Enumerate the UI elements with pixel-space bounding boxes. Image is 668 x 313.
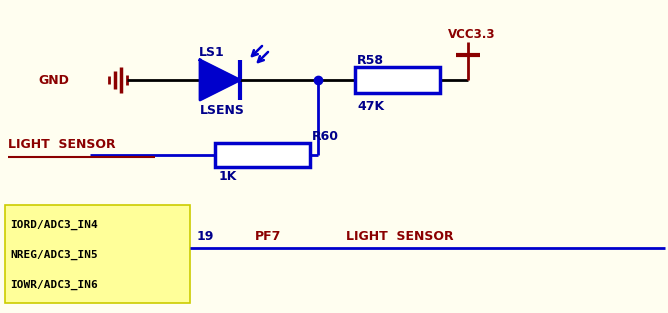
- Text: IOWR/ADC3_IN6: IOWR/ADC3_IN6: [10, 280, 98, 290]
- Text: NREG/ADC3_IN5: NREG/ADC3_IN5: [10, 250, 98, 260]
- Text: 19: 19: [196, 229, 214, 243]
- Text: LS1: LS1: [199, 45, 225, 59]
- Bar: [5, 205, 190, 303]
- Bar: [355, 67, 440, 93]
- Text: R60: R60: [312, 131, 339, 143]
- Text: LIGHT  SENSOR: LIGHT SENSOR: [8, 138, 116, 151]
- Text: LIGHT  SENSOR: LIGHT SENSOR: [346, 229, 454, 243]
- Text: IORD/ADC3_IN4: IORD/ADC3_IN4: [10, 220, 98, 230]
- Text: 1K: 1K: [219, 171, 237, 183]
- Text: 47K: 47K: [357, 100, 384, 114]
- Text: VCC3.3: VCC3.3: [448, 28, 496, 42]
- Polygon shape: [200, 60, 240, 100]
- Text: PF7: PF7: [255, 229, 281, 243]
- Text: R58: R58: [357, 54, 384, 66]
- Bar: [215, 143, 310, 167]
- Text: LSENS: LSENS: [200, 104, 244, 116]
- Text: GND: GND: [38, 74, 69, 86]
